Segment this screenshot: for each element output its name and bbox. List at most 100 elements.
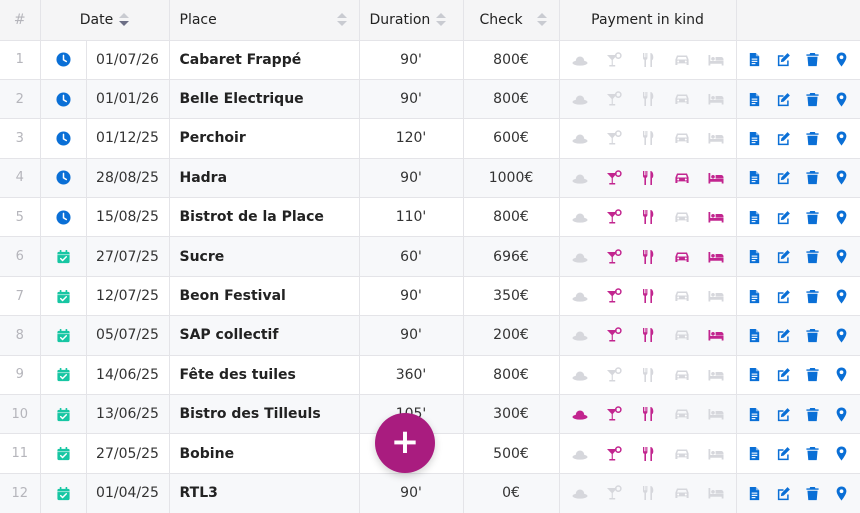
map-marker-icon[interactable]	[834, 485, 850, 501]
bed-icon	[708, 446, 724, 462]
bed-icon	[708, 327, 724, 343]
table-row[interactable]: 8 05/07/25 SAP collectif 90' 200€	[0, 315, 860, 356]
map-marker-icon[interactable]	[834, 367, 850, 383]
row-index: 8	[0, 315, 41, 356]
sort-desc-icon[interactable]	[119, 12, 130, 27]
header-place[interactable]: Place	[169, 0, 360, 40]
table-row[interactable]: 5 15/08/25 Bistrot de la Place 110' 800€	[0, 197, 860, 237]
hat-icon	[572, 249, 588, 265]
table-row[interactable]: 3 01/12/25 Perchoir 120' 600€	[0, 118, 860, 159]
header-date[interactable]: Date	[40, 0, 170, 40]
utensils-icon	[640, 406, 656, 422]
contract-icon[interactable]	[747, 91, 763, 107]
place-cell: Cabaret Frappé	[169, 39, 360, 80]
trash-icon[interactable]	[805, 170, 821, 186]
trash-icon[interactable]	[805, 367, 821, 383]
edit-icon[interactable]	[776, 288, 792, 304]
header-check-label: Check	[479, 11, 523, 28]
trash-icon[interactable]	[805, 327, 821, 343]
edit-icon[interactable]	[776, 209, 792, 225]
contract-icon[interactable]	[747, 130, 763, 146]
cocktail-icon	[606, 367, 622, 383]
edit-icon[interactable]	[776, 446, 792, 462]
check-cell: 300€	[463, 394, 560, 434]
check-cell: 0€	[463, 472, 560, 513]
contract-icon[interactable]	[747, 485, 763, 501]
payment-in-kind-cell	[559, 39, 737, 80]
car-icon	[674, 288, 690, 304]
table-header-row: # Date Place Duration Check Payment in k…	[0, 0, 860, 40]
bed-icon	[708, 52, 724, 68]
cocktail-icon	[606, 209, 622, 225]
row-index: 12	[0, 472, 41, 513]
status-cell	[40, 275, 87, 316]
edit-icon[interactable]	[776, 485, 792, 501]
trash-icon[interactable]	[805, 249, 821, 265]
edit-icon[interactable]	[776, 406, 792, 422]
table-row[interactable]: 7 12/07/25 Beon Festival 90' 350€	[0, 275, 860, 316]
status-cell	[40, 118, 87, 159]
contract-icon[interactable]	[747, 170, 763, 186]
sort-icon[interactable]	[536, 12, 547, 27]
check-cell: 800€	[463, 78, 560, 119]
trash-icon[interactable]	[805, 52, 821, 68]
check-cell: 696€	[463, 236, 560, 277]
contract-icon[interactable]	[747, 367, 763, 383]
map-marker-icon[interactable]	[834, 130, 850, 146]
edit-icon[interactable]	[776, 249, 792, 265]
edit-icon[interactable]	[776, 170, 792, 186]
map-marker-icon[interactable]	[834, 288, 850, 304]
date-cell: 27/07/25	[86, 236, 170, 277]
sort-icon[interactable]	[436, 12, 447, 27]
trash-icon[interactable]	[805, 446, 821, 462]
hat-icon	[572, 52, 588, 68]
date-cell: 13/06/25	[86, 394, 170, 434]
contract-icon[interactable]	[747, 52, 763, 68]
status-cell	[40, 39, 87, 80]
map-marker-icon[interactable]	[834, 209, 850, 225]
contract-icon[interactable]	[747, 249, 763, 265]
bed-icon	[708, 485, 724, 501]
date-cell: 01/01/26	[86, 78, 170, 119]
actions-cell	[736, 157, 860, 198]
table-row[interactable]: 9 14/06/25 Fête des tuiles 360' 800€	[0, 354, 860, 395]
trash-icon[interactable]	[805, 130, 821, 146]
sort-icon[interactable]	[336, 13, 347, 27]
table-row[interactable]: 1 01/07/26 Cabaret Frappé 90' 800€	[0, 39, 860, 80]
table-row[interactable]: 11 27/05/25 Bobine 500€	[0, 433, 860, 474]
map-marker-icon[interactable]	[834, 406, 850, 422]
table-row[interactable]: 4 28/08/25 Hadra 90' 1000€	[0, 157, 860, 198]
map-marker-icon[interactable]	[834, 91, 850, 107]
header-duration[interactable]: Duration	[359, 0, 464, 40]
map-marker-icon[interactable]	[834, 170, 850, 186]
trash-icon[interactable]	[805, 209, 821, 225]
trash-icon[interactable]	[805, 485, 821, 501]
edit-icon[interactable]	[776, 91, 792, 107]
edit-icon[interactable]	[776, 52, 792, 68]
map-marker-icon[interactable]	[834, 249, 850, 265]
row-index: 4	[0, 157, 41, 198]
header-check[interactable]: Check	[463, 0, 560, 40]
contract-icon[interactable]	[747, 288, 763, 304]
edit-icon[interactable]	[776, 367, 792, 383]
row-index: 5	[0, 197, 41, 237]
trash-icon[interactable]	[805, 288, 821, 304]
trash-icon[interactable]	[805, 91, 821, 107]
contract-icon[interactable]	[747, 327, 763, 343]
table-row[interactable]: 6 27/07/25 Sucre 60' 696€	[0, 236, 860, 277]
contract-icon[interactable]	[747, 446, 763, 462]
table-row[interactable]: 2 01/01/26 Belle Electrique 90' 800€	[0, 78, 860, 119]
add-gig-button[interactable]: +	[375, 413, 435, 473]
map-marker-icon[interactable]	[834, 327, 850, 343]
edit-icon[interactable]	[776, 130, 792, 146]
edit-icon[interactable]	[776, 327, 792, 343]
actions-cell	[736, 78, 860, 119]
table-row[interactable]: 12 01/04/25 RTL3 90' 0€	[0, 472, 860, 513]
header-actions	[736, 0, 860, 40]
car-icon	[674, 52, 690, 68]
map-marker-icon[interactable]	[834, 52, 850, 68]
map-marker-icon[interactable]	[834, 446, 850, 462]
contract-icon[interactable]	[747, 209, 763, 225]
contract-icon[interactable]	[747, 406, 763, 422]
trash-icon[interactable]	[805, 406, 821, 422]
